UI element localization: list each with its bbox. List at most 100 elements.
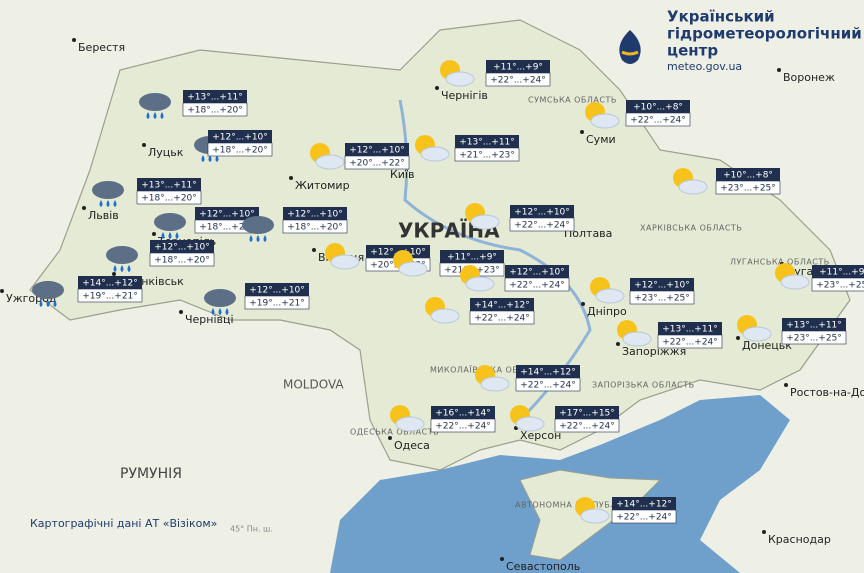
night-temp: +13°...+11° bbox=[786, 321, 842, 331]
rain-drop bbox=[160, 112, 164, 119]
day-temp: +18°...+20° bbox=[199, 223, 255, 233]
night-temp: +14°...+12° bbox=[474, 301, 530, 311]
night-temp: +10°...+8° bbox=[723, 171, 773, 181]
night-bg bbox=[150, 240, 214, 253]
city-label: Суми bbox=[586, 133, 616, 146]
night-bg bbox=[283, 207, 347, 220]
day-temp: +21°...+23° bbox=[459, 151, 515, 161]
region-label: ОДЕСЬКА ОБЛАСТЬ bbox=[350, 428, 439, 437]
city-label: Полтава bbox=[564, 227, 612, 240]
day-temp: +23°...+25° bbox=[720, 184, 776, 194]
country-label: РУМУНІЯ bbox=[120, 466, 182, 482]
forecast: +16°...+14° +22°...+24° bbox=[390, 405, 496, 433]
day-temp: +23°...+25° bbox=[786, 334, 842, 344]
day-bg bbox=[811, 277, 864, 292]
night-temp: +13°...+11° bbox=[187, 93, 243, 103]
cloud bbox=[420, 146, 450, 162]
night-bg bbox=[782, 318, 846, 331]
credit: Картографічні дані АТ «Візіком» bbox=[30, 517, 217, 530]
day-temp: +23°...+25° bbox=[634, 294, 690, 304]
cloud bbox=[780, 274, 810, 290]
rain-drop bbox=[168, 232, 172, 239]
dnipro-river bbox=[398, 99, 592, 422]
night-temp: +11°...+9° bbox=[493, 63, 543, 73]
city-label: Луцьк bbox=[148, 146, 184, 159]
night-bg bbox=[486, 60, 550, 73]
rain-drop bbox=[39, 300, 43, 307]
city-dot bbox=[581, 302, 585, 306]
day-bg bbox=[244, 295, 310, 310]
cloud bbox=[398, 261, 428, 277]
day-bg bbox=[554, 418, 620, 433]
city-label: Львів bbox=[88, 209, 119, 222]
night-temp: +13°...+11° bbox=[141, 181, 197, 191]
cloud bbox=[470, 214, 500, 230]
city-dot bbox=[777, 68, 781, 72]
night-temp: +10°...+8° bbox=[633, 103, 683, 113]
city-dot bbox=[312, 248, 316, 252]
forecast: +12°...+10° +18°...+20° bbox=[242, 207, 348, 242]
day-bg bbox=[657, 334, 723, 349]
forecast: +11°...+9° +22°...+24° bbox=[440, 60, 551, 87]
city-dot bbox=[142, 143, 146, 147]
url: meteo.gov.ua bbox=[667, 60, 742, 73]
night-bg bbox=[245, 283, 309, 296]
forecast: +17°...+15° +22°...+24° bbox=[510, 405, 620, 433]
cloud bbox=[204, 289, 236, 307]
forecast: +12°...+10° +22°...+24° bbox=[460, 265, 570, 292]
city-dot bbox=[152, 232, 156, 236]
city-label: Севастополь bbox=[506, 560, 580, 573]
day-temp: +18°...+20° bbox=[141, 194, 197, 204]
rain-drop bbox=[46, 300, 50, 307]
night-temp: +13°...+11° bbox=[459, 138, 515, 148]
night-temp: +14°...+12° bbox=[82, 279, 138, 289]
night-bg bbox=[516, 365, 580, 378]
day-bg bbox=[136, 190, 202, 205]
forecast: +14°...+12° +22°...+24° bbox=[475, 365, 581, 392]
cloud bbox=[678, 179, 708, 195]
day-temp: +22°...+24° bbox=[490, 76, 546, 86]
day-bg bbox=[77, 288, 143, 303]
night-temp: +12°...+10° bbox=[212, 133, 268, 143]
day-bg bbox=[625, 112, 691, 127]
day-bg bbox=[344, 155, 410, 170]
forecast: +14°...+12° +22°...+24° bbox=[425, 297, 535, 325]
day-temp: +18°...+20° bbox=[287, 223, 343, 233]
day-bg bbox=[149, 252, 215, 267]
rain-drop bbox=[113, 265, 117, 272]
city-dot bbox=[500, 557, 504, 561]
city-dot bbox=[784, 383, 788, 387]
day-temp: +22°...+24° bbox=[514, 221, 570, 231]
cloud bbox=[445, 71, 475, 87]
day-bg bbox=[504, 277, 570, 292]
forecast: +13°...+11° +23°...+25° bbox=[737, 315, 847, 345]
day-bg bbox=[611, 509, 677, 524]
rain-drop bbox=[218, 308, 222, 315]
forecast: +13°...+11° +18°...+20° bbox=[139, 90, 248, 119]
forecast: +12°...+10° +18°...+20° bbox=[194, 130, 273, 162]
night-bg bbox=[658, 322, 722, 335]
night-temp: +12°...+10° bbox=[199, 210, 255, 220]
rain-drop bbox=[120, 265, 124, 272]
night-bg bbox=[555, 406, 619, 419]
night-temp: +12°...+10° bbox=[249, 286, 305, 296]
title-line: гідрометеорологічний bbox=[667, 25, 862, 43]
city-label: Чернівці bbox=[185, 313, 234, 326]
day-temp: +22°...+24° bbox=[662, 338, 718, 348]
day-temp: +22°...+24° bbox=[520, 381, 576, 391]
city-label: Херсон bbox=[520, 429, 561, 442]
night-temp: +11°...+9° bbox=[447, 253, 497, 263]
night-bg bbox=[630, 278, 694, 291]
rain-drop bbox=[263, 235, 267, 242]
night-bg bbox=[716, 168, 780, 181]
day-bg bbox=[282, 219, 348, 234]
cloud bbox=[590, 113, 620, 129]
rain-drop bbox=[106, 200, 110, 207]
city-label: Берестя bbox=[78, 41, 125, 54]
day-bg bbox=[182, 102, 248, 117]
night-temp: +12°...+10° bbox=[509, 268, 565, 278]
cloud bbox=[242, 216, 274, 234]
day-temp: +18°...+20° bbox=[187, 106, 243, 116]
night-bg bbox=[440, 250, 504, 263]
day-temp: +22°...+24° bbox=[435, 422, 491, 432]
